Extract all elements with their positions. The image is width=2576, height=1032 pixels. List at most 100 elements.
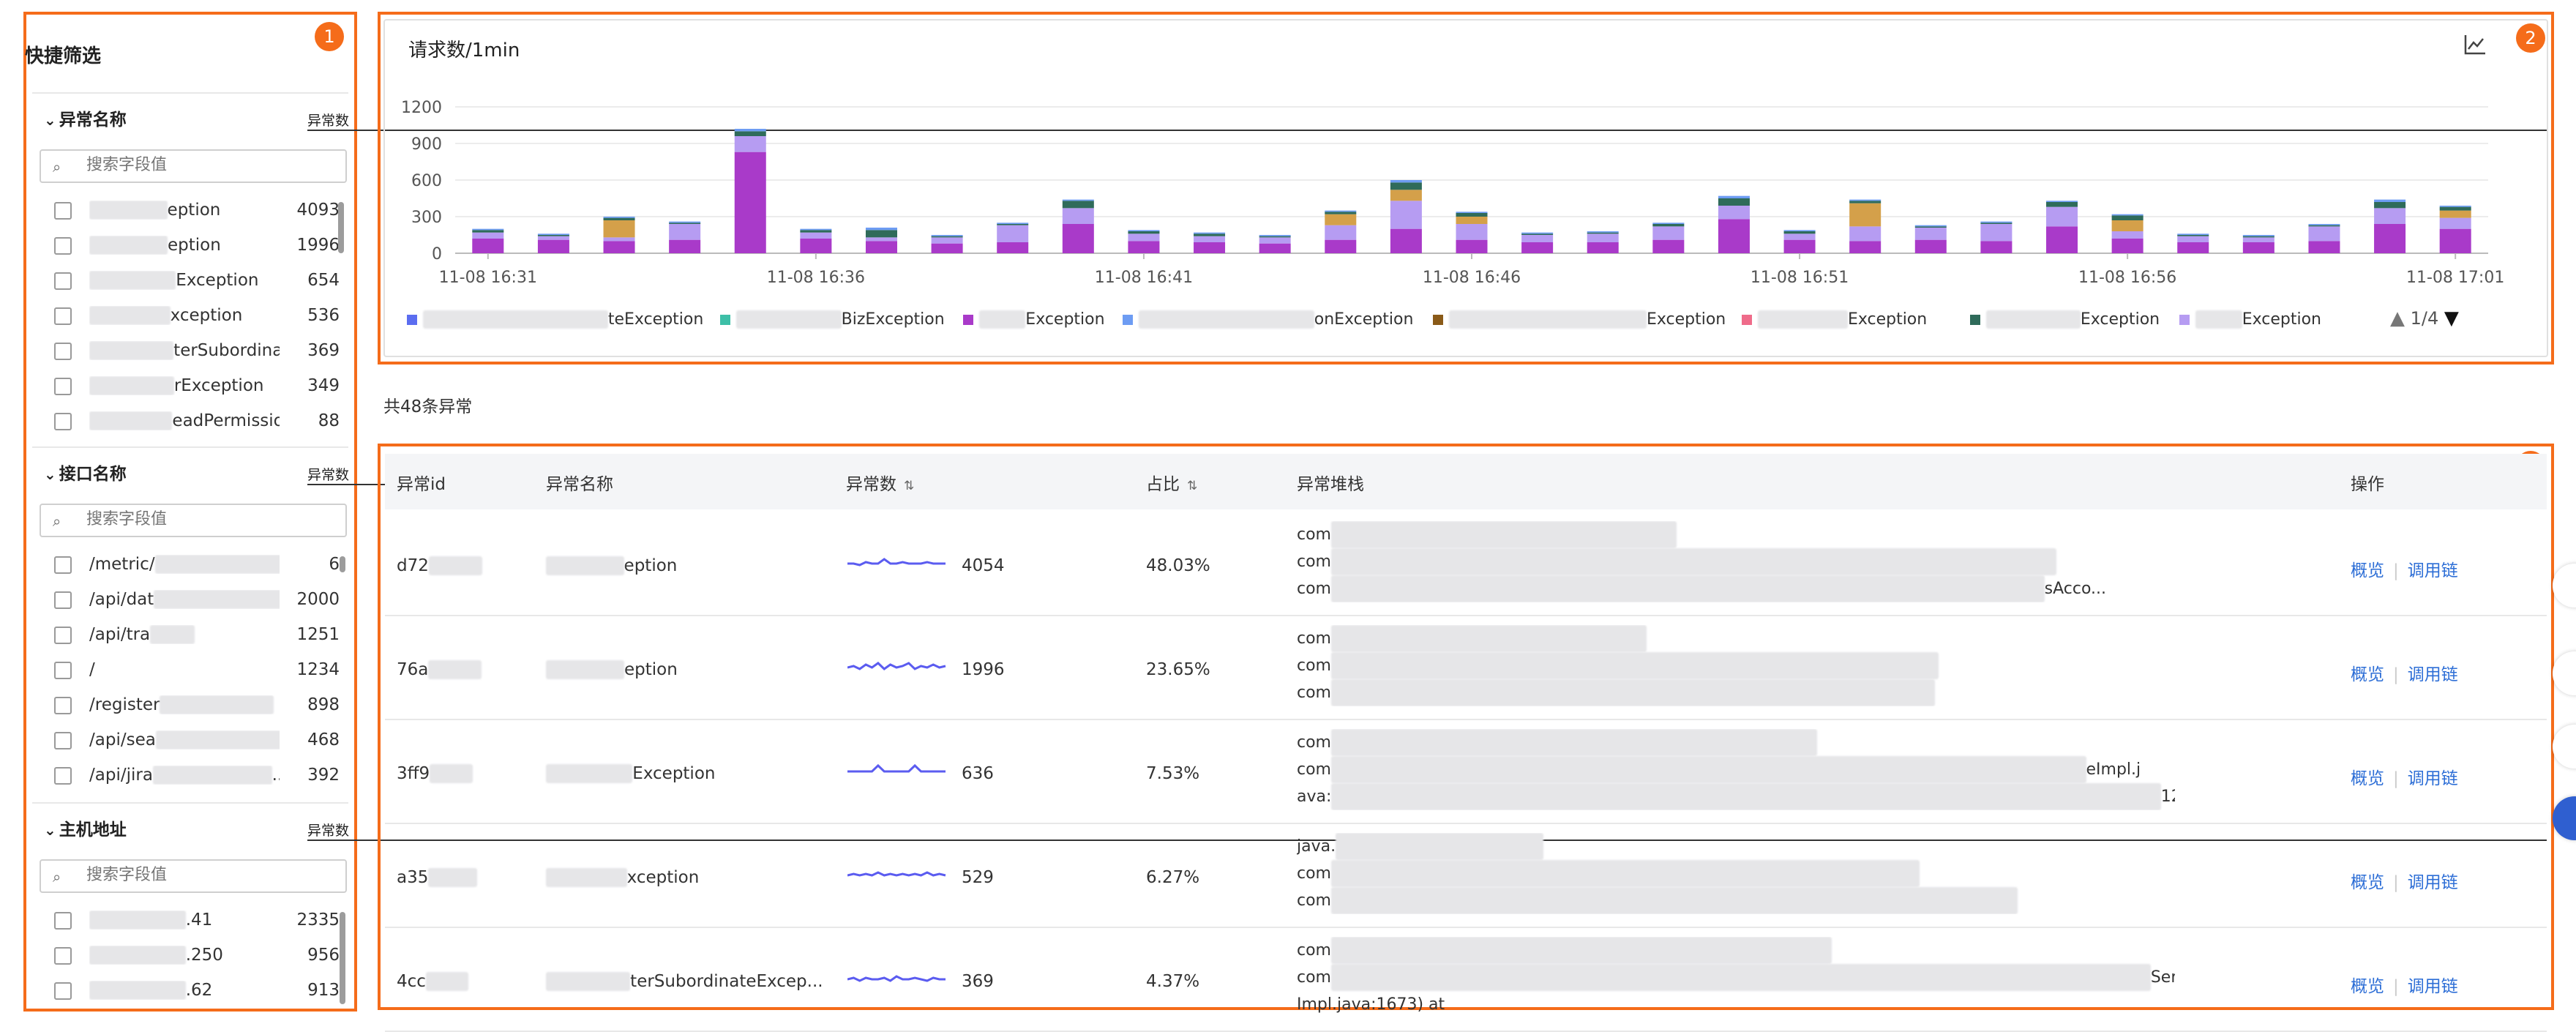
filter-option-count: 654 <box>307 271 340 290</box>
exception-id[interactable]: 3ff966b4 <box>397 764 473 783</box>
legend-entry[interactable]: ARMSClusterSubordinateException <box>407 310 703 329</box>
col-ratio[interactable]: 占比 ⇅ <box>1146 475 1198 494</box>
scrollbar-thumb[interactable] <box>338 202 344 253</box>
filter-option[interactable]: ARMSNoReadPermissionE... 88 <box>54 407 354 436</box>
overview-link[interactable]: 概览 <box>2351 665 2384 684</box>
checkbox[interactable] <box>54 237 72 255</box>
checkbox[interactable] <box>54 378 72 395</box>
bar-segment <box>2439 206 2471 207</box>
trace-link[interactable]: 调用链 <box>2407 665 2458 684</box>
chevron-down-icon[interactable]: ⌄ <box>44 465 56 483</box>
filter-section-title[interactable]: ⌄ 异常名称 <box>44 111 127 130</box>
chevron-down-icon[interactable]: ⌄ <box>44 111 56 129</box>
legend-entry[interactable]: ClientException <box>2179 310 2321 329</box>
filter-option[interactable]: ARMSClusterSubordinate... 369 <box>54 337 354 366</box>
scrollbar-thumb[interactable] <box>340 556 345 572</box>
stack-line: com.alibaba.arms.core.service.auth.CnSer… <box>1297 860 2175 887</box>
filter-option[interactable]: 10.200.165.250 956 <box>54 941 354 971</box>
bar-segment <box>1390 180 1422 183</box>
trace-link[interactable]: 调用链 <box>2407 561 2458 580</box>
filter-search-box[interactable]: ⌕ <box>40 504 347 537</box>
checkbox[interactable] <box>54 767 72 785</box>
filter-option[interactable]: 10.200.165.62 913 <box>54 976 354 1006</box>
filter-option[interactable]: ARMSException 4093 <box>54 196 354 225</box>
legend-entry[interactable]: AppBizExistException <box>1970 310 2160 329</box>
bar-segment <box>2242 235 2274 236</box>
filter-search-input[interactable] <box>85 865 337 885</box>
exception-id[interactable]: 76abe597 <box>397 660 482 679</box>
sparkline-path <box>847 558 946 567</box>
filter-search-input[interactable] <box>85 509 337 529</box>
filter-section-title[interactable]: ⌄ 接口名称 <box>44 465 127 484</box>
bar-segment <box>2439 206 2471 211</box>
y-tick-label: 600 <box>411 172 442 190</box>
exception-id[interactable]: a356df95 <box>397 868 477 887</box>
filter-option[interactable]: NullPointerException 349 <box>54 372 354 401</box>
legend-entry[interactable]: ARMSNoWritePermissionException <box>1433 310 1726 329</box>
checkbox[interactable] <box>54 413 72 430</box>
bar-segment <box>537 236 569 240</box>
sort-icon[interactable]: ⇅ <box>904 479 915 493</box>
page-next-icon[interactable]: ▼ <box>2444 307 2459 329</box>
filter-option[interactable]: /api/searchDatabaseFields 468 <box>54 726 354 755</box>
sort-icon[interactable]: ⇅ <box>1187 479 1198 493</box>
filter-option[interactable]: ClientException 1996 <box>54 231 354 261</box>
scrollbar-thumb[interactable] <box>340 912 345 1004</box>
checkbox[interactable] <box>54 627 72 644</box>
checkbox[interactable] <box>54 343 72 360</box>
sort-by-count-link[interactable]: 异常数 <box>307 110 2547 131</box>
filter-option-label: / <box>89 660 95 679</box>
checkbox[interactable] <box>54 202 72 220</box>
exception-id[interactable]: d7289bbd <box>397 556 482 575</box>
bar-segment <box>669 221 701 223</box>
checkbox[interactable] <box>54 912 72 930</box>
checkbox[interactable] <box>54 662 72 679</box>
filter-option[interactable]: /metric/AppMetricQueryBy... 6 <box>54 550 354 580</box>
page-prev-icon[interactable]: ▲ <box>2390 307 2405 329</box>
filter-search-box[interactable]: ⌕ <box>40 149 347 183</box>
filter-option[interactable]: /api/jira/issues/select/... 392 <box>54 761 354 790</box>
overview-link[interactable]: 概览 <box>2351 873 2384 892</box>
checkbox[interactable] <box>54 947 72 965</box>
stack-line: com.alibaba.fbenabs.core.exception.impl.… <box>1297 729 2175 756</box>
col-exception-count[interactable]: 异常数 ⇅ <box>846 475 915 494</box>
legend-entry[interactable]: ARMSNoReadPermissionException <box>1123 310 1413 329</box>
legend-entry[interactable]: ARMSException <box>963 310 1105 329</box>
filter-option[interactable]: /api/datasourceListQue 2000 <box>54 586 354 615</box>
filter-option[interactable]: / 1234 <box>54 656 354 685</box>
filter-search-box[interactable]: ⌕ <box>40 859 347 893</box>
bar-segment <box>2308 241 2340 253</box>
checkbox[interactable] <box>54 697 72 714</box>
filter-section-title[interactable]: ⌄ 主机地址 <box>44 820 127 840</box>
filter-option[interactable]: RuntimeException 536 <box>54 302 354 331</box>
exception-id[interactable]: 4cc7b53 <box>397 972 469 991</box>
filter-option[interactable]: /registerPrometheusG 898 <box>54 691 354 720</box>
exception-stack: com.alibaba.arms.exception.ARMSClusterSu… <box>1297 937 2175 1018</box>
filter-option[interactable]: 10.200.165.41 2335 <box>54 906 354 935</box>
legend-pager[interactable]: ▲ 1/4 ▼ <box>2390 307 2459 329</box>
checkbox[interactable] <box>54 732 72 749</box>
checkbox[interactable] <box>54 591 72 609</box>
trace-link[interactable]: 调用链 <box>2407 873 2458 892</box>
bar-segment <box>1325 214 1357 225</box>
chevron-down-icon[interactable]: ⌄ <box>44 821 56 839</box>
row-actions: 概览 | 调用链 <box>2351 972 2458 997</box>
line-chart-icon[interactable] <box>2463 34 2487 61</box>
filter-search-input[interactable] <box>85 155 337 175</box>
legend-entry[interactable]: ApplicationException <box>1742 310 1927 329</box>
trace-link[interactable]: 调用链 <box>2407 769 2458 788</box>
trace-link[interactable]: 调用链 <box>2407 977 2458 996</box>
checkbox[interactable] <box>54 556 72 574</box>
overview-link[interactable]: 概览 <box>2351 769 2384 788</box>
checkbox[interactable] <box>54 307 72 325</box>
overview-link[interactable]: 概览 <box>2351 561 2384 580</box>
checkbox[interactable] <box>54 982 72 1000</box>
filter-option[interactable]: /api/tracelist 1251 <box>54 621 354 650</box>
filter-option[interactable]: DefaultBizException 654 <box>54 266 354 296</box>
x-tick-label: 11-08 17:01 <box>2406 269 2504 287</box>
legend-entry[interactable]: ARMSDefaultBizException <box>720 310 945 329</box>
overview-link[interactable]: 概览 <box>2351 977 2384 996</box>
filter-option-label: /api/jira/issues/select/... <box>89 766 280 785</box>
checkbox[interactable] <box>54 272 72 290</box>
bar-segment <box>1128 230 1160 231</box>
